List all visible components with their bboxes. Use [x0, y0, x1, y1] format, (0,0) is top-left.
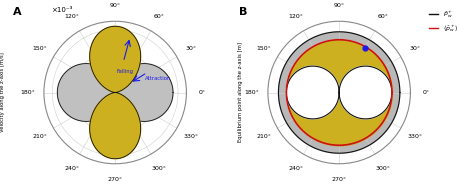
Polygon shape: [278, 32, 400, 153]
Text: Velocity along the z-axis [m/s]: Velocity along the z-axis [m/s]: [0, 53, 5, 132]
Text: ×10⁻³: ×10⁻³: [51, 7, 73, 13]
Text: Equilibrium point along the z-axis [m]: Equilibrium point along the z-axis [m]: [238, 43, 243, 142]
Text: B: B: [239, 7, 248, 17]
Text: Attraction: Attraction: [145, 76, 172, 81]
Legend: $\hat{p}^+_{w}$, $\langle\hat{p}^+_{w}\rangle$: $\hat{p}^+_{w}$, $\langle\hat{p}^+_{w}\r…: [426, 7, 461, 36]
Polygon shape: [57, 64, 173, 121]
Polygon shape: [286, 66, 392, 119]
Polygon shape: [286, 40, 392, 145]
Text: Falling: Falling: [117, 69, 133, 74]
Polygon shape: [90, 26, 141, 159]
Text: A: A: [13, 7, 21, 17]
